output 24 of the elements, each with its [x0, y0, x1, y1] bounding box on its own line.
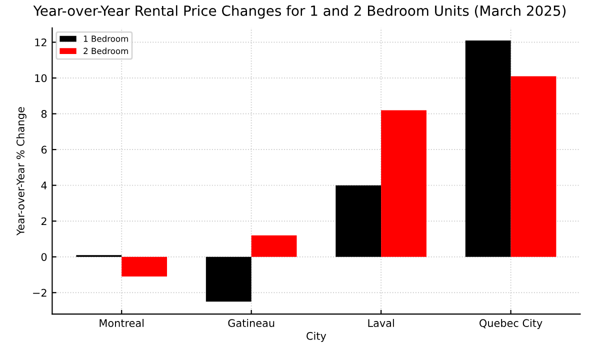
y-tick-label: 4 — [41, 182, 47, 190]
bar — [336, 185, 382, 257]
x-axis-title: City — [306, 332, 326, 342]
y-tick-label: 8 — [41, 110, 47, 118]
y-tick-label: 6 — [41, 146, 47, 154]
x-tick-label: Quebec City — [480, 318, 542, 330]
y-axis-title: Year-over-Year % Change — [16, 107, 26, 236]
y-tick-label: 2 — [41, 217, 46, 226]
bar — [465, 40, 511, 257]
y-tick-label: 12 — [35, 38, 46, 46]
chart-title: Year-over-Year Rental Price Changes for 1 and 2 Bedroom Units (March 2025) — [33, 5, 566, 19]
x-tick-label: Gatineau — [228, 318, 274, 328]
bar — [381, 110, 426, 257]
bar — [122, 256, 168, 277]
x-tick-label: Montreal — [100, 318, 144, 328]
legend-label: 1 Bedroom — [84, 35, 128, 42]
x-tick-label: Laval — [368, 318, 394, 328]
bar — [510, 76, 556, 257]
legend-label: 2 Bedroom — [84, 48, 128, 54]
y-tick-label: 10 — [35, 74, 47, 82]
bar — [206, 256, 252, 302]
y-tick-label: 0 — [41, 253, 47, 261]
bar — [251, 235, 297, 257]
y-tick-label: −2 — [33, 288, 46, 297]
